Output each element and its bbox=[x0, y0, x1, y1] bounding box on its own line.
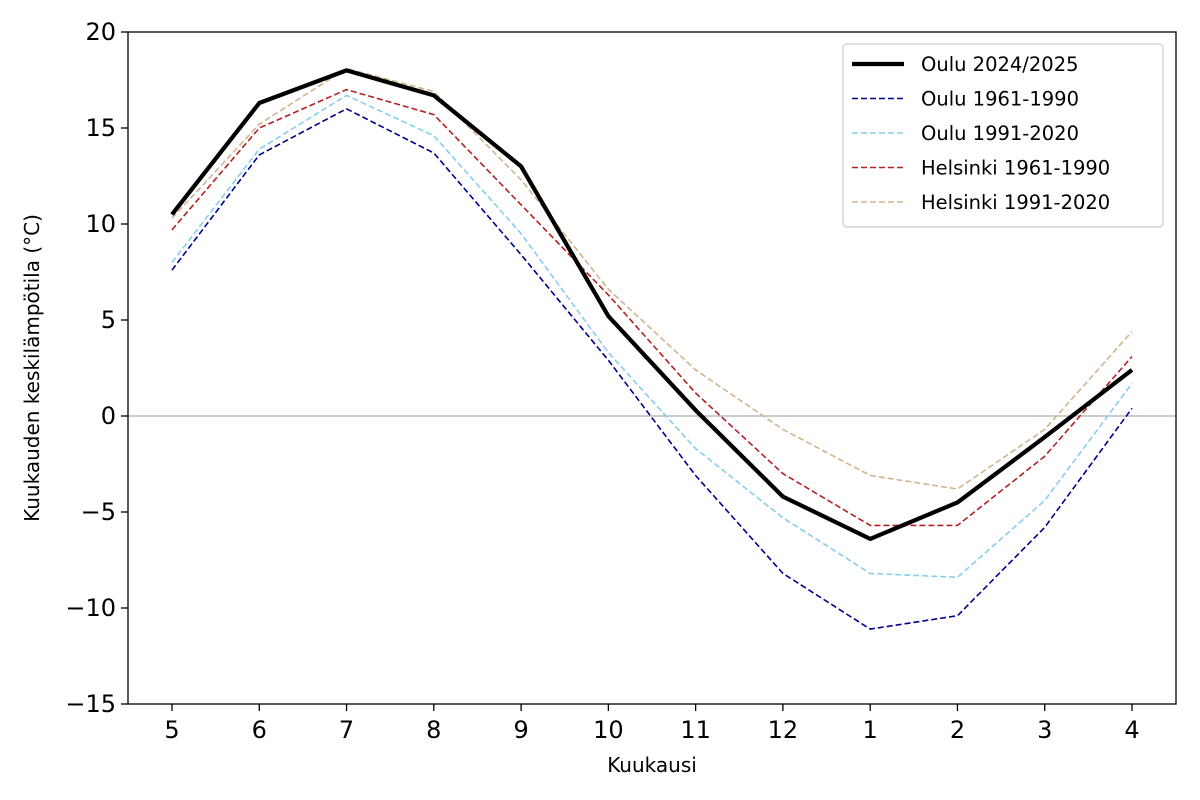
legend: Oulu 2024/2025 Oulu 1961-1990 Oulu 1991-20… bbox=[842, 43, 1164, 228]
y-axis-title: Kuukauden keskilämpötila (°C) bbox=[20, 214, 44, 522]
x-tick-label: 5 bbox=[164, 716, 179, 744]
y-tick-label: 15 bbox=[85, 114, 116, 142]
y-tick-label: −10 bbox=[65, 594, 116, 622]
legend-label-1: Oulu 1961-1990 bbox=[921, 88, 1079, 111]
x-tick-label: 6 bbox=[252, 716, 267, 744]
x-tick-label: 4 bbox=[1124, 716, 1139, 744]
x-axis-title: Kuukausi bbox=[607, 753, 697, 777]
x-tick-label: 7 bbox=[339, 716, 354, 744]
legend-label-0: Oulu 2024/2025 bbox=[921, 53, 1079, 76]
series-layer bbox=[170, 67, 1134, 630]
legend-label-4: Helsinki 1991-2020 bbox=[921, 191, 1110, 214]
x-tick-label: 12 bbox=[768, 716, 799, 744]
x-tick-label: 2 bbox=[950, 716, 965, 744]
x-tick-label: 11 bbox=[680, 716, 711, 744]
y-tick-label: 10 bbox=[85, 210, 116, 238]
series-line-2 bbox=[171, 94, 1133, 579]
y-tick-label: −15 bbox=[65, 690, 116, 718]
legend-label-3: Helsinki 1961-1990 bbox=[921, 157, 1110, 180]
series-line-3 bbox=[171, 88, 1133, 527]
plot-frame bbox=[127, 31, 1177, 705]
y-tick-label: 20 bbox=[85, 18, 116, 46]
series-line-1 bbox=[171, 108, 1133, 630]
y-tick-label: −5 bbox=[81, 498, 116, 526]
x-tick-label: 9 bbox=[513, 716, 528, 744]
legend-label-2: Oulu 1991-2020 bbox=[921, 122, 1079, 145]
y-tick-label: 5 bbox=[101, 306, 116, 334]
y-tick-label: 0 bbox=[101, 402, 116, 430]
x-tick-label: 8 bbox=[426, 716, 441, 744]
legend-box bbox=[842, 43, 1164, 228]
x-tick-label: 3 bbox=[1037, 716, 1052, 744]
x-tick-label: 10 bbox=[593, 716, 624, 744]
x-tick-label: 1 bbox=[863, 716, 878, 744]
series-line-0 bbox=[170, 68, 1134, 542]
